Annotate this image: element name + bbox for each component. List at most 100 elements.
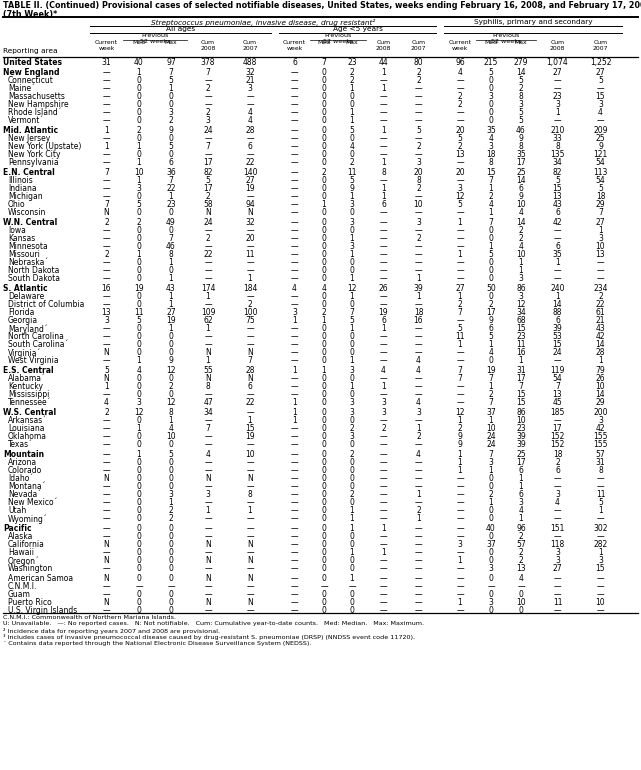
Text: —: — bbox=[415, 242, 422, 251]
Text: —: — bbox=[456, 176, 464, 185]
Text: Indiana: Indiana bbox=[8, 184, 37, 193]
Text: 5: 5 bbox=[458, 324, 462, 333]
Text: N: N bbox=[104, 348, 110, 357]
Text: —: — bbox=[379, 208, 387, 217]
Text: —: — bbox=[554, 606, 562, 615]
Text: —: — bbox=[456, 548, 464, 557]
Text: Maine´: Maine´ bbox=[8, 84, 35, 93]
Text: 43: 43 bbox=[553, 200, 562, 209]
Text: 1: 1 bbox=[381, 184, 386, 193]
Text: 21: 21 bbox=[595, 316, 605, 325]
Text: —: — bbox=[103, 100, 110, 109]
Text: —: — bbox=[103, 432, 110, 441]
Text: —: — bbox=[204, 548, 212, 557]
Text: —: — bbox=[379, 218, 387, 227]
Text: 7: 7 bbox=[458, 366, 462, 375]
Text: 3: 3 bbox=[416, 408, 421, 417]
Text: —: — bbox=[290, 466, 298, 475]
Text: 0: 0 bbox=[488, 226, 494, 235]
Text: —: — bbox=[456, 84, 464, 93]
Text: 5: 5 bbox=[416, 126, 421, 135]
Text: —: — bbox=[290, 458, 298, 467]
Text: 2: 2 bbox=[206, 84, 210, 93]
Text: 0: 0 bbox=[322, 332, 326, 341]
Text: —: — bbox=[290, 574, 298, 583]
Text: 0: 0 bbox=[137, 108, 142, 117]
Text: Med: Med bbox=[133, 40, 146, 45]
Text: 14: 14 bbox=[516, 68, 526, 77]
Text: 23: 23 bbox=[516, 332, 526, 341]
Text: —: — bbox=[379, 482, 387, 491]
Text: —: — bbox=[554, 274, 562, 283]
Text: —: — bbox=[290, 226, 298, 235]
Text: 1: 1 bbox=[416, 514, 421, 523]
Text: —: — bbox=[204, 92, 212, 101]
Text: 1: 1 bbox=[519, 474, 523, 483]
Text: 0: 0 bbox=[519, 590, 524, 599]
Text: 0: 0 bbox=[349, 532, 354, 541]
Text: Nebraska´: Nebraska´ bbox=[8, 258, 48, 267]
Text: 23: 23 bbox=[553, 92, 562, 101]
Text: 7: 7 bbox=[104, 168, 109, 177]
Text: 7: 7 bbox=[104, 200, 109, 209]
Text: 5: 5 bbox=[206, 176, 210, 185]
Text: 2: 2 bbox=[137, 126, 142, 135]
Text: 19: 19 bbox=[166, 316, 176, 325]
Text: 1: 1 bbox=[381, 126, 386, 135]
Text: 0: 0 bbox=[349, 540, 354, 549]
Text: 44: 44 bbox=[379, 58, 388, 67]
Text: 3: 3 bbox=[349, 398, 354, 407]
Text: 0: 0 bbox=[169, 590, 174, 599]
Text: 0: 0 bbox=[322, 482, 326, 491]
Text: —: — bbox=[554, 84, 562, 93]
Text: 3: 3 bbox=[206, 490, 210, 499]
Text: 0: 0 bbox=[488, 474, 494, 483]
Text: —: — bbox=[290, 432, 298, 441]
Text: 26: 26 bbox=[595, 374, 605, 383]
Text: 0: 0 bbox=[322, 150, 326, 159]
Text: —: — bbox=[415, 300, 422, 309]
Text: 1: 1 bbox=[349, 356, 354, 365]
Text: 5: 5 bbox=[598, 498, 603, 507]
Text: 37: 37 bbox=[486, 408, 496, 417]
Text: 1: 1 bbox=[488, 498, 494, 507]
Text: 0: 0 bbox=[137, 466, 142, 475]
Text: 22: 22 bbox=[166, 184, 176, 193]
Text: —: — bbox=[554, 474, 562, 483]
Text: 17: 17 bbox=[516, 158, 526, 167]
Text: —: — bbox=[246, 408, 254, 417]
Text: 0: 0 bbox=[137, 192, 142, 201]
Text: —: — bbox=[290, 474, 298, 483]
Text: —: — bbox=[103, 466, 110, 475]
Text: —: — bbox=[103, 92, 110, 101]
Text: 1: 1 bbox=[322, 200, 326, 209]
Text: —: — bbox=[379, 474, 387, 483]
Text: —: — bbox=[456, 108, 464, 117]
Text: Pacific: Pacific bbox=[3, 524, 31, 533]
Text: 27: 27 bbox=[455, 284, 465, 293]
Text: Puerto Rico: Puerto Rico bbox=[8, 598, 52, 607]
Text: 0: 0 bbox=[169, 466, 174, 475]
Text: ´ Contains data reported through the National Electronic Disease Surveillance Sy: ´ Contains data reported through the Nat… bbox=[3, 641, 312, 646]
Text: 1: 1 bbox=[349, 524, 354, 533]
Text: 0: 0 bbox=[349, 300, 354, 309]
Text: —: — bbox=[415, 84, 422, 93]
Text: 0: 0 bbox=[349, 348, 354, 357]
Text: 2: 2 bbox=[488, 192, 494, 201]
Text: 12: 12 bbox=[134, 408, 144, 417]
Text: 94: 94 bbox=[245, 200, 255, 209]
Text: —: — bbox=[379, 374, 387, 383]
Text: —: — bbox=[554, 76, 562, 85]
Text: —: — bbox=[103, 242, 110, 251]
Text: 4: 4 bbox=[137, 366, 142, 375]
Text: —: — bbox=[290, 440, 298, 449]
Text: 0: 0 bbox=[137, 226, 142, 235]
Text: —: — bbox=[204, 76, 212, 85]
Text: —: — bbox=[246, 100, 254, 109]
Text: 1: 1 bbox=[519, 258, 523, 267]
Text: 1: 1 bbox=[206, 292, 210, 301]
Text: —: — bbox=[290, 356, 298, 365]
Text: —: — bbox=[246, 192, 254, 201]
Text: —: — bbox=[246, 150, 254, 159]
Text: —: — bbox=[290, 200, 298, 209]
